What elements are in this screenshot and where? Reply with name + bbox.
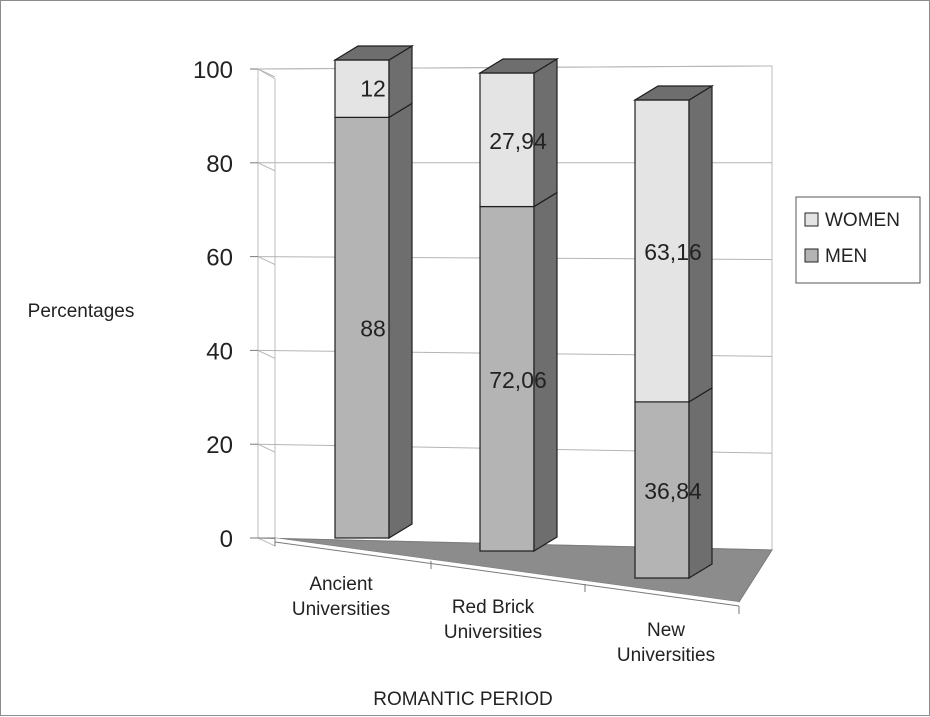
x-tick-label-line: Universities bbox=[444, 622, 542, 643]
data-label: 72,06 bbox=[489, 367, 547, 393]
bar-segment-women: 63,16 bbox=[632, 84, 715, 403]
x-tick-label-line: Red Brick bbox=[452, 597, 535, 618]
bar-top bbox=[477, 58, 560, 74]
gridline bbox=[257, 349, 276, 359]
data-label: 36,84 bbox=[644, 478, 702, 504]
x-tick-label-line: New bbox=[647, 620, 685, 641]
y-axis-title: Percentages bbox=[28, 301, 135, 322]
gridline bbox=[257, 162, 276, 172]
bar-front bbox=[334, 116, 390, 539]
y-tick-label: 80 bbox=[206, 151, 233, 178]
gridline bbox=[257, 256, 276, 266]
gridline bbox=[257, 68, 276, 78]
y-tick-label: 40 bbox=[206, 338, 233, 365]
legend-label: MEN bbox=[825, 246, 867, 267]
floor-edge bbox=[275, 538, 739, 606]
x-axis: Ancient Universities Red Brick Universities… bbox=[274, 538, 740, 666]
bar-segment-men: 88 bbox=[334, 102, 413, 540]
bar-front bbox=[334, 59, 390, 118]
bar-front bbox=[479, 205, 535, 552]
y-axis: 0 20 40 60 80 100 bbox=[193, 57, 258, 553]
bar-top bbox=[332, 45, 415, 61]
legend-swatch bbox=[804, 248, 819, 263]
bar-side bbox=[388, 102, 413, 540]
bar-segment-women: 12 bbox=[332, 44, 415, 119]
legend-label: WOMEN bbox=[825, 210, 900, 231]
data-label: 27,94 bbox=[489, 128, 547, 154]
gridline bbox=[257, 443, 276, 453]
bar-segment-men: 72,06 bbox=[479, 191, 558, 553]
bar-top bbox=[632, 85, 715, 101]
x-tick-label-line: Universities bbox=[292, 599, 390, 620]
y-tick-label: 100 bbox=[193, 57, 233, 84]
x-tick-label: New Universities bbox=[617, 620, 715, 666]
legend-box bbox=[795, 196, 921, 284]
data-label: 88 bbox=[360, 316, 386, 342]
bar-segment-men: 36,84 bbox=[634, 386, 713, 580]
y-tick-label: 20 bbox=[206, 432, 233, 459]
y-tick-label: 60 bbox=[206, 245, 233, 272]
x-tick-label-line: Universities bbox=[617, 645, 715, 666]
data-label: 12 bbox=[360, 76, 386, 102]
bar-front bbox=[634, 99, 690, 403]
bar-segment-women: 27,94 bbox=[477, 57, 560, 208]
x-axis-line bbox=[274, 541, 740, 607]
x-tick-label: Red Brick Universities bbox=[444, 597, 542, 643]
y-tick-label: 0 bbox=[220, 526, 233, 553]
side-wall bbox=[257, 68, 276, 547]
legend: WOMEN MEN bbox=[795, 196, 921, 284]
bar-front bbox=[479, 72, 535, 208]
x-axis-title: ROMANTIC PERIOD bbox=[373, 689, 552, 710]
legend-swatch bbox=[804, 212, 819, 227]
x-tick-label: Ancient Universities bbox=[292, 574, 390, 620]
bars: 88 12 72,06 27,94 36,84 63,16 bbox=[332, 44, 715, 580]
data-label: 63,16 bbox=[644, 239, 702, 265]
x-tick-label-line: Ancient bbox=[309, 574, 373, 595]
